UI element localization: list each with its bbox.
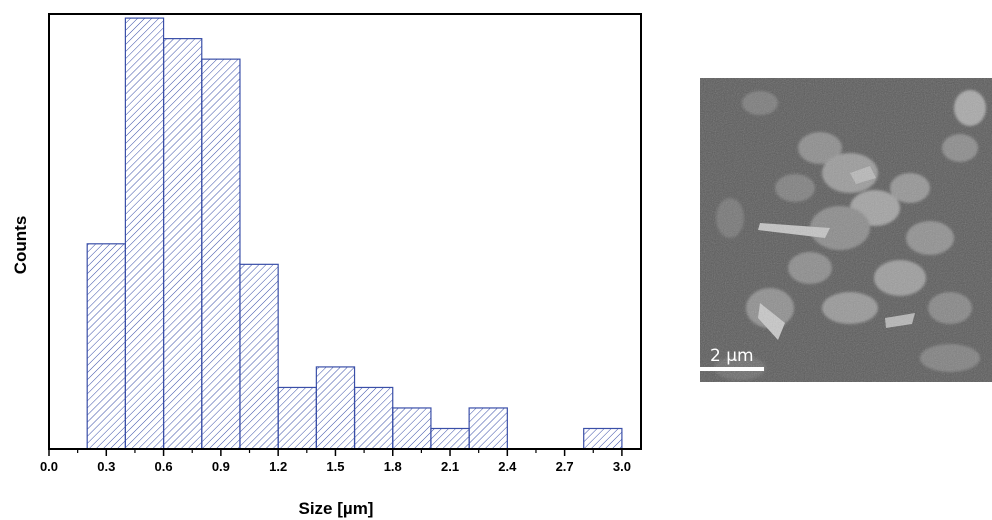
y-axis-title: Counts [11,216,30,275]
histogram-bar [124,17,165,450]
histogram-bar [392,407,432,450]
histogram-bar [239,263,279,450]
x-tick-label: 0.9 [212,459,230,474]
scale-bar-label: 2 µm [710,346,754,366]
x-tick-label: 1.2 [269,459,287,474]
histogram-bar [86,243,126,450]
x-tick-label: 0.3 [97,459,115,474]
histogram-bar [583,427,623,450]
x-tick-label: 2.4 [498,459,517,474]
x-ticks-group: 0.0 0.3 0.6 0.9 1.2 1.5 1.8 2.1 2.4 2.7 3.0 [40,449,631,474]
scale-bar [700,367,764,371]
histogram-bar [277,386,317,450]
histogram-bar [430,427,470,450]
sem-micrograph: 2 µm [700,78,992,382]
histogram-bar [315,366,356,450]
x-tick-label: 1.8 [384,459,402,474]
histogram-bar [162,38,203,450]
x-tick-label: 0.0 [40,459,58,474]
bars-group [86,17,623,450]
histogram-bar [353,386,394,450]
x-tick-label: 2.1 [441,459,459,474]
x-tick-label: 0.6 [155,459,173,474]
histogram-bar [468,407,508,450]
plot-frame [48,13,642,450]
x-tick-label: 2.7 [556,459,574,474]
x-axis-title: Size [µm] [299,499,374,518]
x-tick-label: 3.0 [613,459,631,474]
histogram-bar [201,58,241,450]
x-tick-label: 1.5 [326,459,344,474]
